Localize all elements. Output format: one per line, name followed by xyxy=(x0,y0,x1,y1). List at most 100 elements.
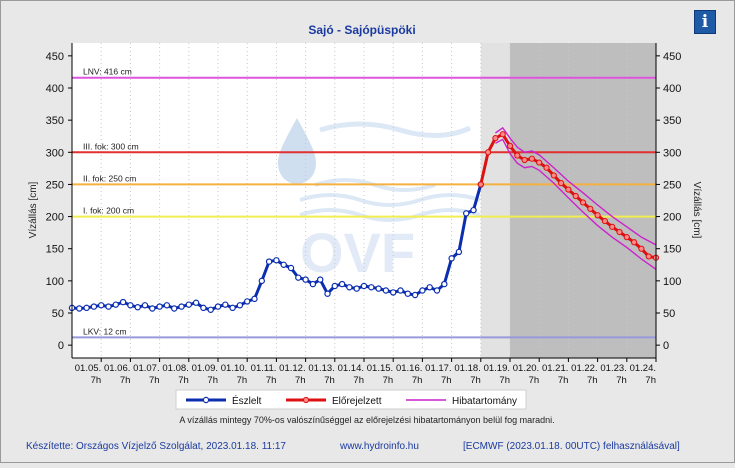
observed-point xyxy=(331,282,338,290)
level-label: LNV: 416 cm xyxy=(83,67,132,77)
x-tick-hour: 7h xyxy=(207,375,218,386)
forecast-point xyxy=(499,131,506,138)
y-tick-label-left: 100 xyxy=(46,276,64,288)
legend-label-1: Észlelt xyxy=(232,394,262,407)
x-tick-hour: 7h xyxy=(587,375,598,386)
uncertainty-note: A vízállás mintegy 70%-os valószínűségge… xyxy=(179,415,554,425)
x-tick-hour: 7h xyxy=(237,375,248,386)
observed-point xyxy=(470,206,477,214)
forecast-point xyxy=(477,181,484,188)
observed-point xyxy=(149,305,156,312)
y-tick-label-right: 200 xyxy=(663,212,681,224)
observed-point xyxy=(324,290,331,297)
y-axis-label-left: Vízállás [cm] xyxy=(28,181,39,238)
forecast-point xyxy=(536,159,543,166)
observed-point xyxy=(419,287,426,294)
forecast-point xyxy=(543,164,550,171)
y-tick-label-left: 250 xyxy=(46,179,64,191)
forecast-point xyxy=(492,135,499,142)
observed-point xyxy=(360,282,368,290)
info-icon[interactable]: i xyxy=(694,10,716,34)
level-label: II. fok: 250 cm xyxy=(83,173,136,183)
x-tick-date: 01.07. xyxy=(133,363,159,374)
forecast-point xyxy=(565,186,572,193)
legend-label-2: Előrejelzett xyxy=(332,396,382,407)
y-tick-label-left: 400 xyxy=(46,83,64,95)
observed-point xyxy=(353,285,360,292)
observed-point xyxy=(119,298,127,306)
x-tick-date: 01.23. xyxy=(600,363,626,374)
forecast-point xyxy=(638,245,645,252)
observed-point xyxy=(163,302,171,309)
forecast-point xyxy=(572,192,579,200)
ovf-watermark-logo: OVF xyxy=(278,118,481,284)
x-tick-date: 01.06. xyxy=(104,363,130,374)
observed-point xyxy=(134,304,141,311)
x-tick-hour: 7h xyxy=(324,375,335,386)
forecast-point xyxy=(485,149,492,156)
footer-url[interactable]: www.hydroinfo.hu xyxy=(339,441,419,452)
observed-point xyxy=(127,302,134,309)
x-tick-hour: 7h xyxy=(499,375,510,386)
x-tick-date: 01.12. xyxy=(279,363,305,374)
y-tick-label-right: 450 xyxy=(663,51,681,63)
x-tick-hour: 7h xyxy=(470,375,481,386)
observed-point xyxy=(156,303,163,310)
x-tick-hour: 7h xyxy=(412,375,423,386)
observed-point xyxy=(390,289,397,296)
observed-point xyxy=(433,287,441,294)
observed-point xyxy=(76,305,83,312)
observed-point xyxy=(382,287,390,294)
observed-point xyxy=(448,255,455,262)
y-tick-label-left: 300 xyxy=(46,147,64,159)
x-tick-date: 01.17. xyxy=(425,363,451,374)
observed-point xyxy=(200,304,207,312)
x-tick-date: 01.22. xyxy=(571,363,597,374)
forecast-point xyxy=(521,156,528,164)
observed-point xyxy=(178,303,185,310)
legend-marker-forecast xyxy=(302,396,310,404)
x-tick-hour: 7h xyxy=(266,375,277,386)
forecast-point xyxy=(579,199,587,206)
observed-point xyxy=(280,261,287,268)
observed-point xyxy=(251,295,258,303)
level-label: LKV: 12 cm xyxy=(83,326,127,336)
y-tick-label-left: 350 xyxy=(46,115,64,127)
observed-point xyxy=(368,284,375,291)
y-tick-label-right: 50 xyxy=(663,308,675,320)
y-tick-label-left: 150 xyxy=(46,244,64,256)
observed-point xyxy=(243,298,251,305)
observed-point xyxy=(222,301,229,308)
x-tick-hour: 7h xyxy=(383,375,394,386)
observed-point xyxy=(302,276,309,283)
x-tick-date: 01.11. xyxy=(251,363,277,374)
observed-point xyxy=(185,301,192,308)
chart-title: Sajó - Sajópüspöki xyxy=(308,23,415,37)
legend-marker-observed xyxy=(202,396,210,404)
observed-point xyxy=(214,303,222,310)
x-tick-hour: 7h xyxy=(295,375,306,386)
level-label: III. fok: 300 cm xyxy=(83,141,139,151)
x-tick-hour: 7h xyxy=(441,375,452,386)
x-tick-date: 01.19. xyxy=(484,363,510,374)
legend: Észlelt Előrejelzett Hibatartomány xyxy=(175,389,527,410)
x-tick-date: 01.10. xyxy=(221,363,247,374)
footer-author: Készítette: Országos Vízjelző Szolgálat,… xyxy=(26,441,286,452)
x-tick-hour: 7h xyxy=(120,375,131,386)
x-tick-hour: 7h xyxy=(529,375,540,386)
y-tick-label-left: 50 xyxy=(52,308,64,320)
observed-point xyxy=(112,301,120,308)
forecast-point xyxy=(616,228,623,236)
y-tick-label-right: 250 xyxy=(663,179,681,191)
x-tick-hour: 7h xyxy=(353,375,364,386)
y-tick-label-right: 100 xyxy=(663,276,681,288)
observed-point xyxy=(141,302,149,309)
legend-label-3: Hibatartomány xyxy=(452,396,517,407)
x-tick-date: 01.09. xyxy=(192,363,218,374)
observed-point xyxy=(258,277,265,285)
y-tick-label-right: 0 xyxy=(663,340,669,352)
y-tick-label-right: 150 xyxy=(663,244,681,256)
observed-point xyxy=(441,280,448,288)
observed-point xyxy=(273,257,280,264)
